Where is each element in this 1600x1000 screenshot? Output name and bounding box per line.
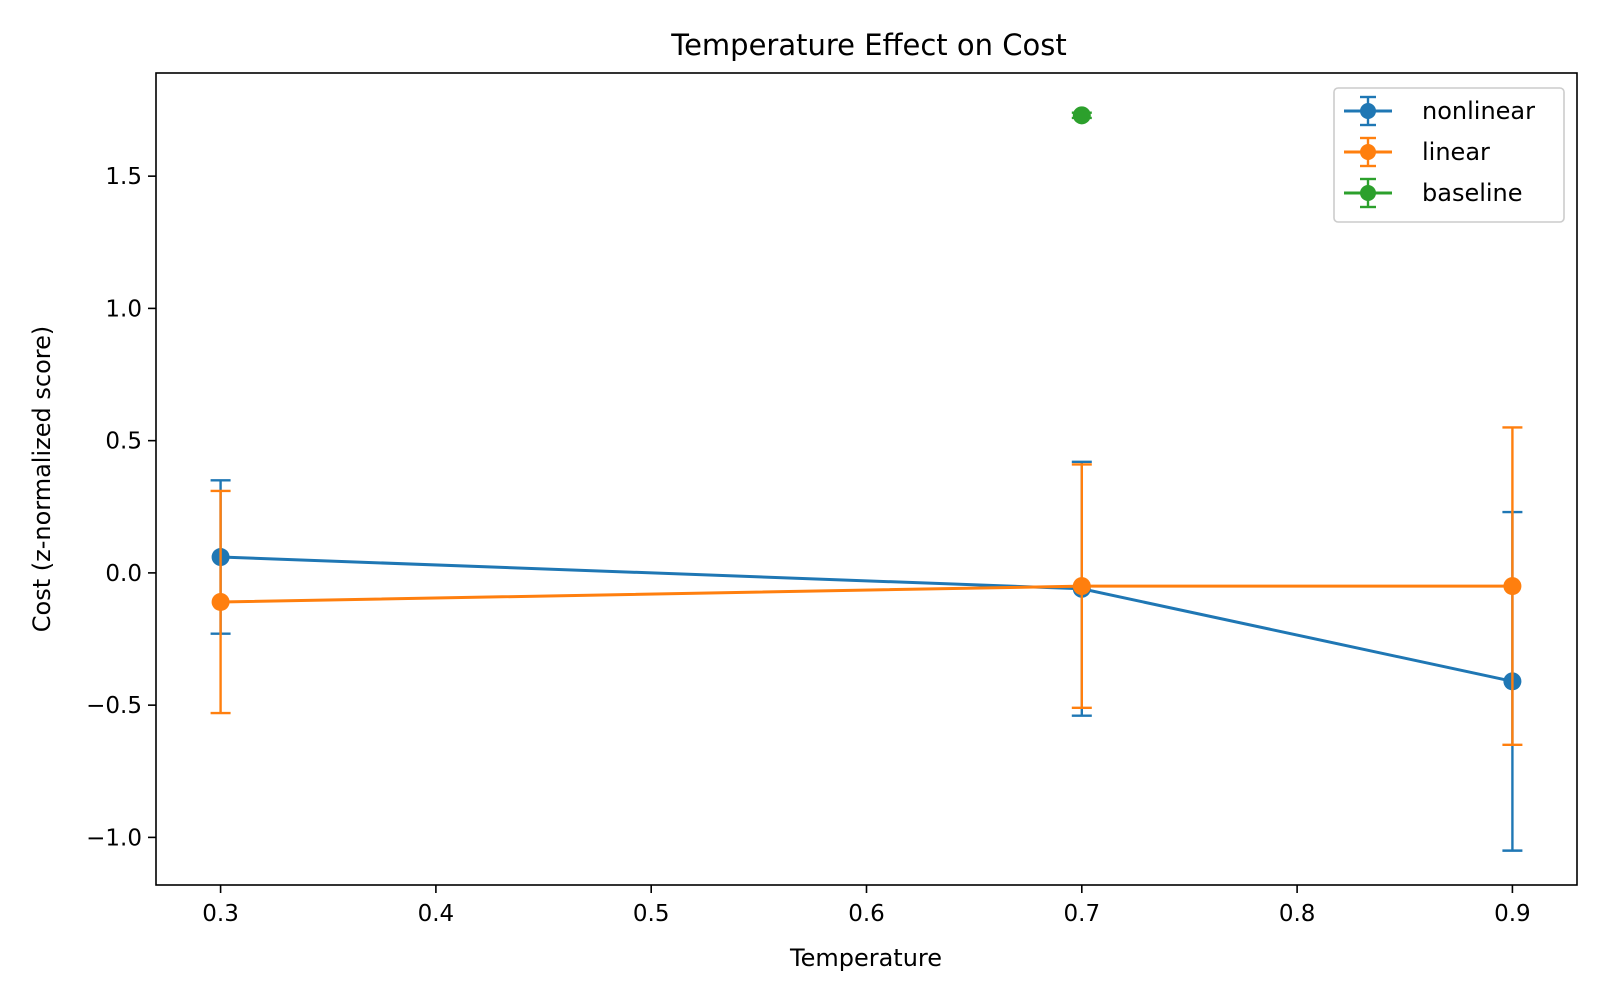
x-tick-label: 0.7	[1064, 901, 1101, 927]
x-tick-label: 0.5	[633, 901, 670, 927]
y-tick-label: −0.5	[86, 693, 142, 719]
x-tick-label: 0.3	[202, 901, 239, 927]
legend-marker	[1360, 144, 1376, 160]
series-line	[220, 555, 1513, 683]
legend-item-nonlinear: nonlinear	[1344, 95, 1535, 127]
x-tick-label: 0.6	[848, 901, 885, 927]
legend-box	[1333, 87, 1565, 223]
legend-label: baseline	[1422, 179, 1523, 207]
series-baseline	[1071, 106, 1092, 125]
x-tick-label: 0.8	[1279, 901, 1316, 927]
series-nonlinear	[210, 460, 1523, 852]
series-line	[220, 584, 1513, 604]
plot-area	[210, 106, 1523, 852]
y-tick-label: −1.0	[86, 825, 142, 851]
data-point	[1072, 577, 1091, 596]
y-tick-label: 0.0	[105, 561, 142, 587]
y-axis-label: Cost (z-normalized score)	[28, 326, 56, 632]
x-axis: 0.3 0.4 0.5 0.6 0.7 0.8 0.9	[202, 885, 1531, 927]
legend: nonlinear linear baseline	[1333, 87, 1565, 223]
data-point	[1072, 106, 1091, 125]
chart-title: Temperature Effect on Cost	[670, 28, 1066, 62]
legend-label: linear	[1422, 138, 1490, 166]
x-tick-label: 0.9	[1494, 901, 1531, 927]
y-tick-label: 1.5	[105, 164, 142, 190]
y-tick-label: 1.0	[105, 296, 142, 322]
legend-item-linear: linear	[1344, 136, 1490, 168]
legend-marker	[1360, 185, 1376, 201]
y-tick-label: 0.5	[105, 429, 142, 455]
data-point	[211, 592, 230, 611]
data-point	[1503, 577, 1522, 596]
series-linear	[210, 426, 1523, 747]
legend-item-baseline: baseline	[1344, 177, 1523, 209]
legend-label: nonlinear	[1422, 97, 1535, 125]
y-axis: −1.0 −0.5 0.0 0.5 1.0 1.5	[86, 164, 156, 851]
legend-marker	[1360, 103, 1376, 119]
x-axis-label: Temperature	[789, 944, 942, 972]
x-tick-label: 0.4	[418, 901, 455, 927]
